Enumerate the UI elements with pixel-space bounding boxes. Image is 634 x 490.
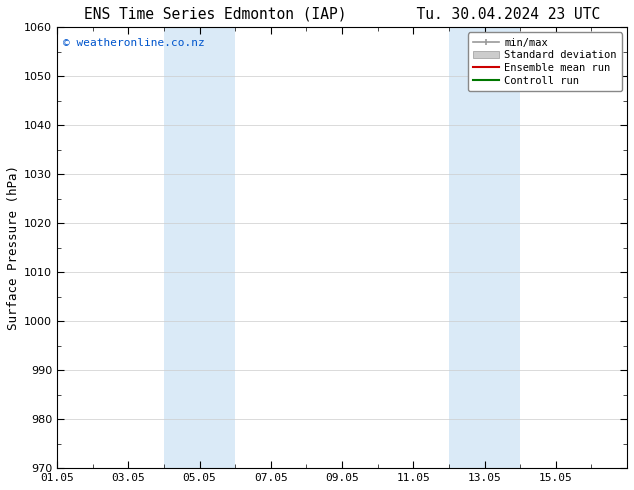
Bar bbox=[164, 27, 235, 468]
Title: ENS Time Series Edmonton (IAP)        Tu. 30.04.2024 23 UTC: ENS Time Series Edmonton (IAP) Tu. 30.04… bbox=[84, 7, 600, 22]
Bar bbox=[449, 27, 520, 468]
Legend: min/max, Standard deviation, Ensemble mean run, Controll run: min/max, Standard deviation, Ensemble me… bbox=[468, 32, 622, 91]
Y-axis label: Surface Pressure (hPa): Surface Pressure (hPa) bbox=[7, 165, 20, 330]
Text: © weatheronline.co.nz: © weatheronline.co.nz bbox=[63, 38, 205, 49]
